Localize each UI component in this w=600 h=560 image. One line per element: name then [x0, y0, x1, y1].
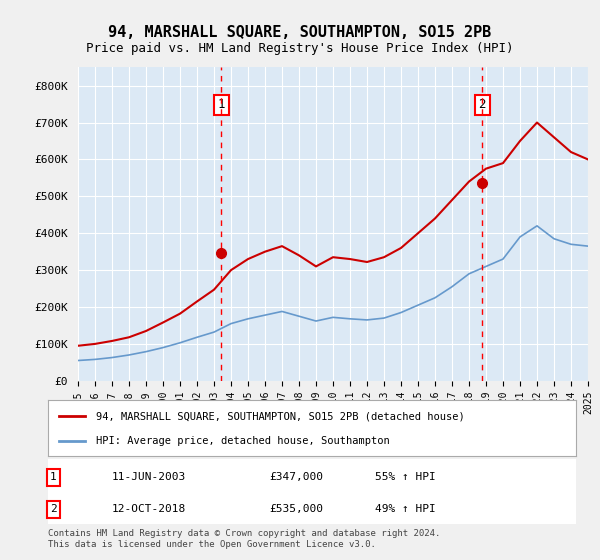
Text: 94, MARSHALL SQUARE, SOUTHAMPTON, SO15 2PB (detached house): 94, MARSHALL SQUARE, SOUTHAMPTON, SO15 2…: [95, 411, 464, 421]
Text: Price paid vs. HM Land Registry's House Price Index (HPI): Price paid vs. HM Land Registry's House …: [86, 42, 514, 55]
Text: 2: 2: [479, 99, 486, 111]
Text: HPI: Average price, detached house, Southampton: HPI: Average price, detached house, Sout…: [95, 436, 389, 446]
Text: 11-JUN-2003: 11-JUN-2003: [112, 472, 185, 482]
Text: 55% ↑ HPI: 55% ↑ HPI: [376, 472, 436, 482]
Text: 1: 1: [50, 472, 56, 482]
Text: 94, MARSHALL SQUARE, SOUTHAMPTON, SO15 2PB: 94, MARSHALL SQUARE, SOUTHAMPTON, SO15 2…: [109, 25, 491, 40]
Text: 1: 1: [218, 99, 225, 111]
Text: 12-OCT-2018: 12-OCT-2018: [112, 505, 185, 515]
Text: Contains HM Land Registry data © Crown copyright and database right 2024.
This d: Contains HM Land Registry data © Crown c…: [48, 529, 440, 549]
Text: £347,000: £347,000: [270, 472, 324, 482]
Text: £535,000: £535,000: [270, 505, 324, 515]
Text: 49% ↑ HPI: 49% ↑ HPI: [376, 505, 436, 515]
Text: 2: 2: [50, 505, 56, 515]
